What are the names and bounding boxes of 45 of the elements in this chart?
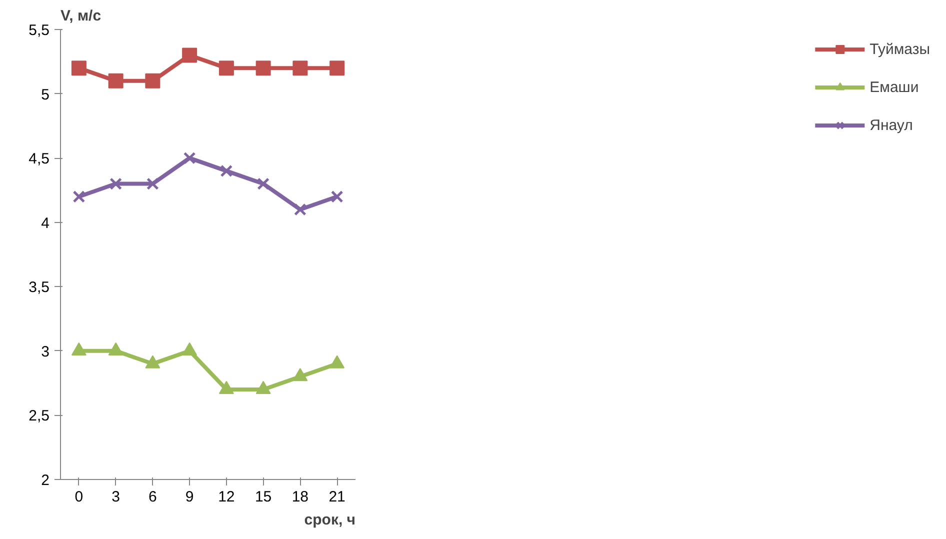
- x-tick-label: 3: [112, 488, 120, 506]
- y-tick-label: 4: [41, 214, 50, 232]
- point: [292, 60, 308, 76]
- point: [71, 60, 86, 76]
- x-tick-label: 12: [218, 488, 235, 506]
- x-tick-label: 0: [74, 488, 84, 506]
- point: [183, 152, 196, 164]
- x-tick-label: 21: [328, 488, 346, 506]
- legend-label: Емаши: [870, 78, 919, 96]
- y-tick-label: 3,5: [28, 279, 50, 296]
- point: [108, 73, 124, 88]
- point: [256, 380, 271, 394]
- y-tick-label: 5,5: [28, 22, 50, 39]
- x-tick-label: 15: [254, 488, 272, 506]
- point: [257, 178, 270, 190]
- legend-label: Туймазы: [870, 40, 930, 58]
- point: [294, 203, 306, 216]
- point: [110, 178, 122, 190]
- point: [145, 73, 160, 88]
- point: [145, 355, 160, 368]
- point: [330, 60, 345, 76]
- y-tick-label: 3: [41, 343, 50, 360]
- point: [330, 190, 344, 203]
- y-tick-label: 2: [41, 472, 50, 489]
- y-tick-label: 4,5: [28, 150, 50, 168]
- point: [330, 355, 345, 368]
- point: [220, 164, 233, 178]
- y-tick-label: 2,5: [28, 408, 50, 425]
- x-axis-title: срок, ч: [304, 512, 356, 528]
- y-axis-title: V, м/с: [60, 8, 102, 24]
- x-tick-label: 9: [185, 488, 194, 506]
- point: [182, 48, 198, 63]
- point: [218, 60, 234, 76]
- point: [256, 60, 271, 76]
- point: [218, 380, 234, 394]
- point: [108, 342, 124, 356]
- point: [182, 342, 198, 356]
- x-tick-label: 6: [148, 488, 157, 506]
- point: [146, 178, 159, 190]
- x-tick-label: 18: [292, 488, 309, 506]
- point: [292, 368, 308, 382]
- point: [72, 190, 86, 203]
- point: [71, 342, 86, 356]
- y-tick-label: 5: [41, 86, 50, 104]
- legend-label: Янаул: [870, 116, 913, 134]
